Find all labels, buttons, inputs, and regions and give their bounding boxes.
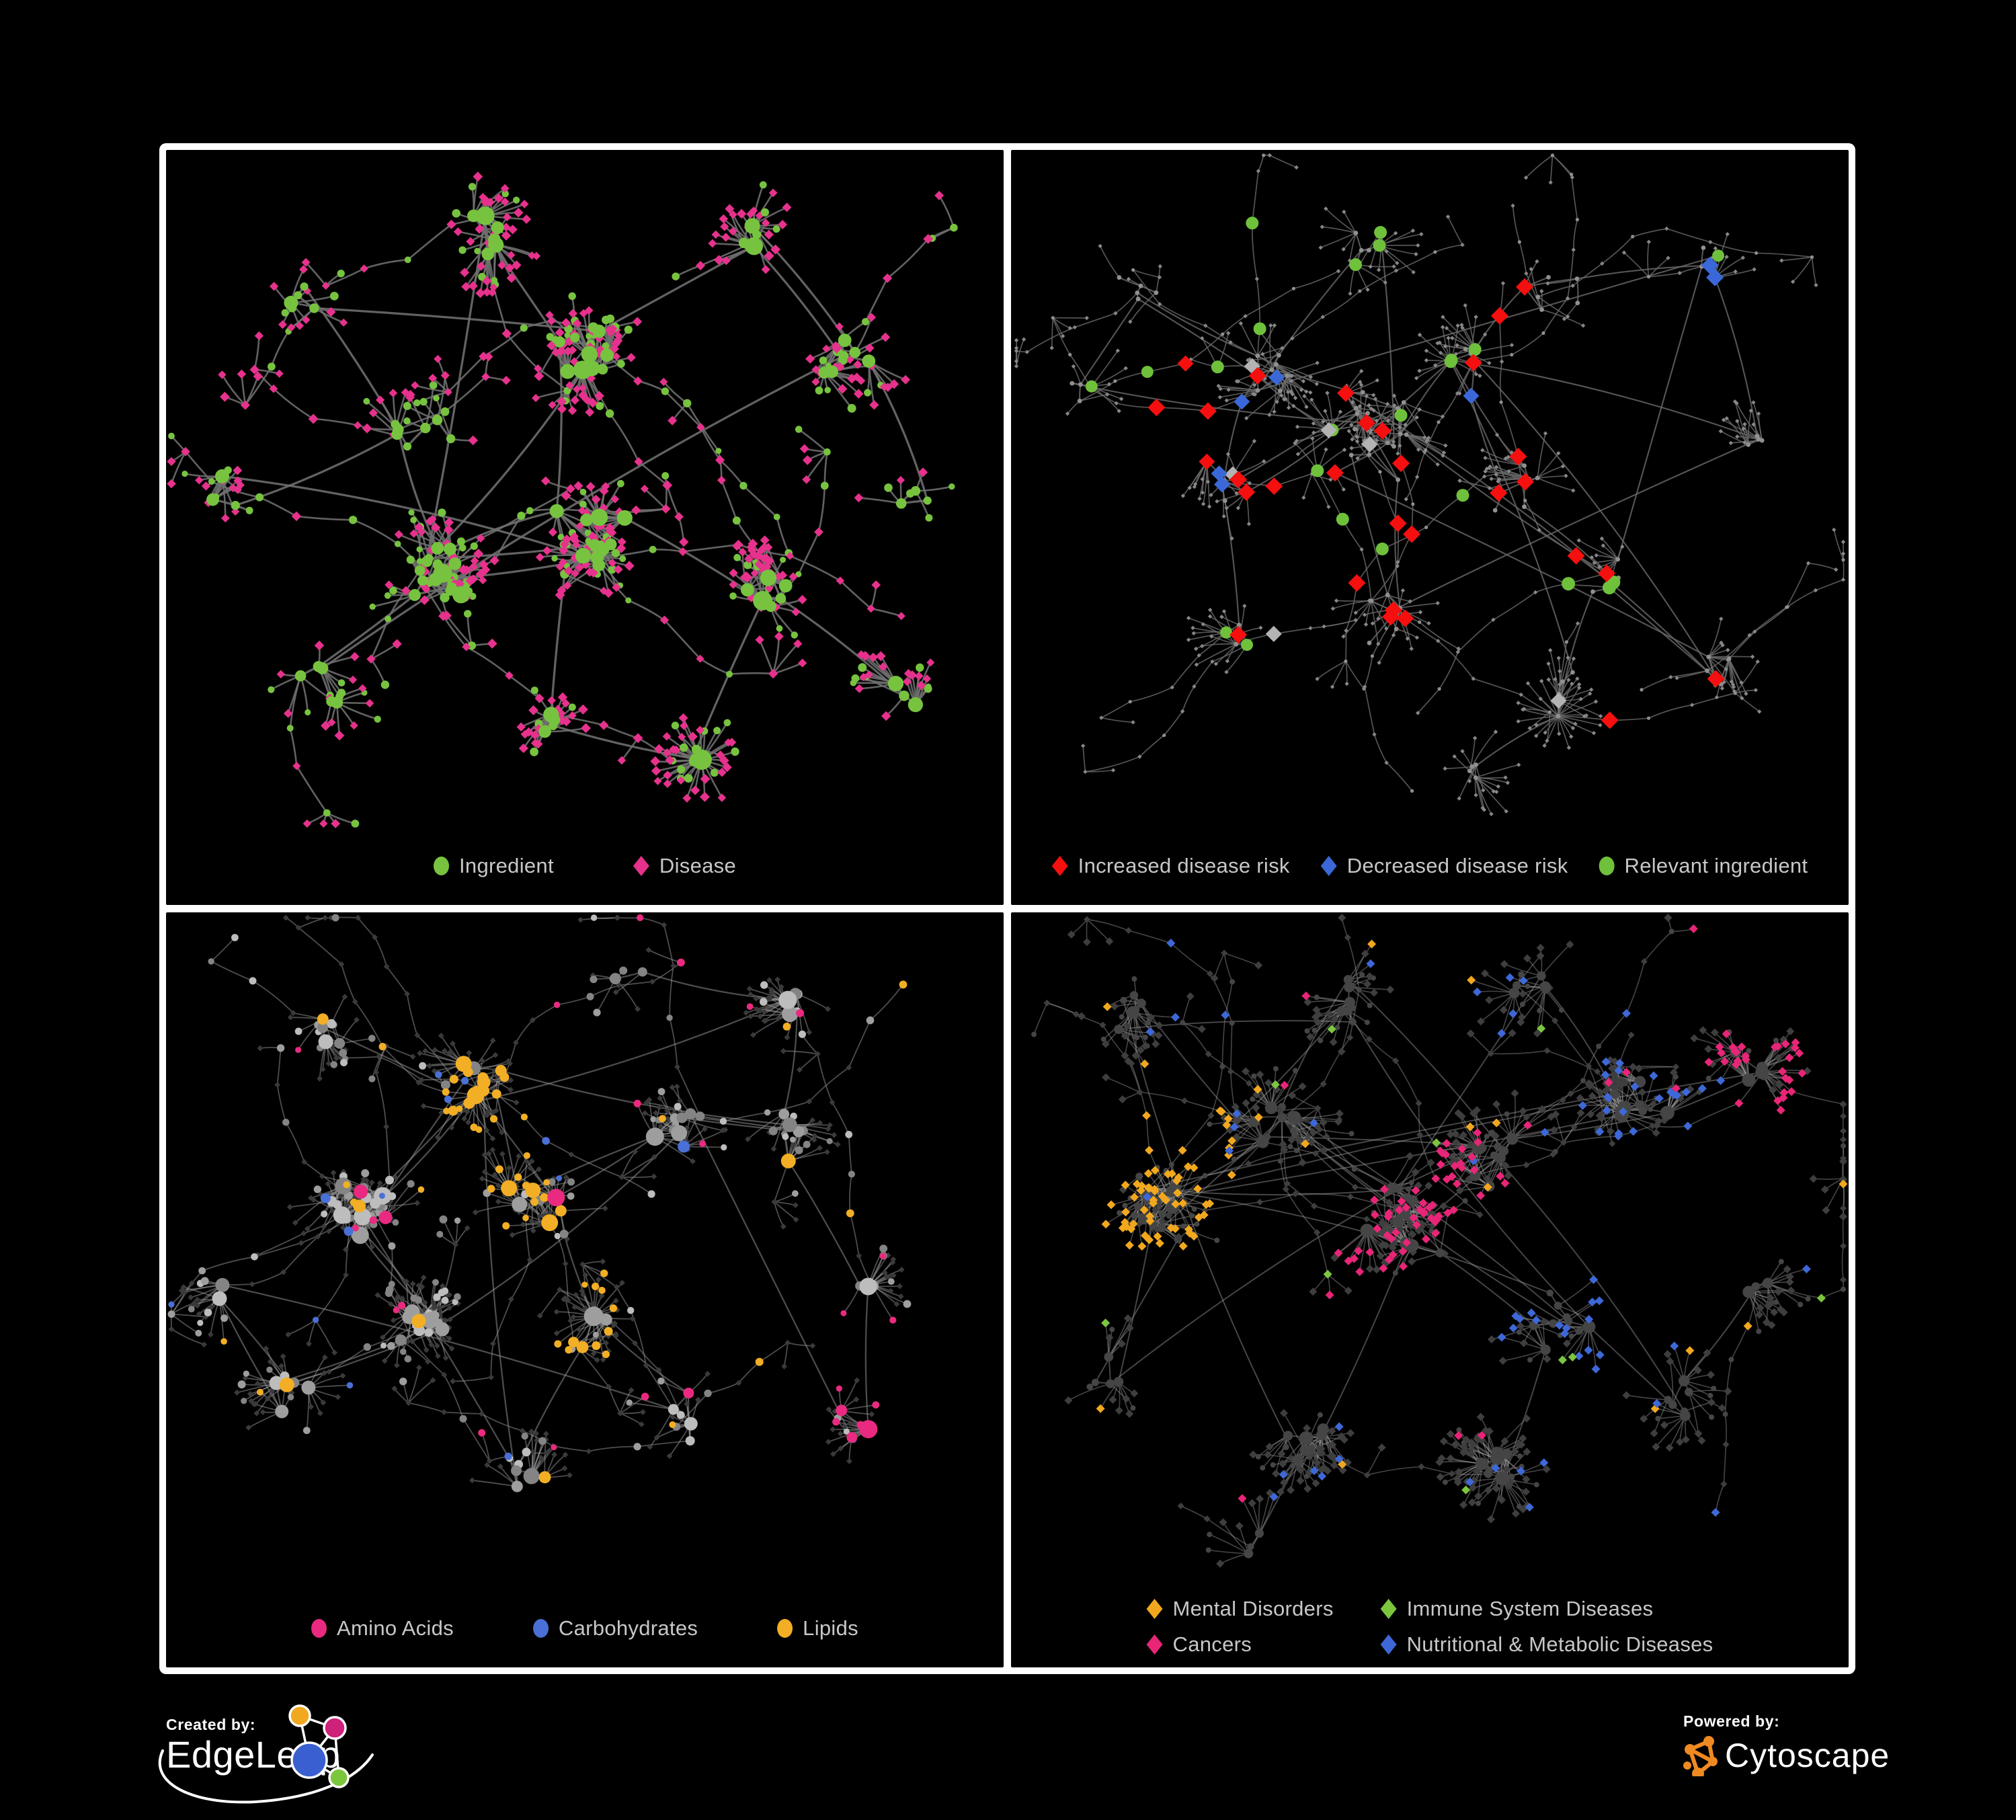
ingredient-disease-network-graph <box>167 171 958 828</box>
legend-label: Nutritional & Metabolic Diseases <box>1406 1632 1713 1656</box>
legend-label: Amino Acids <box>337 1616 454 1640</box>
legend-item: Cancers <box>1146 1632 1252 1657</box>
circle-marker <box>311 1619 327 1638</box>
legend-label: Mental Disorders <box>1172 1597 1334 1620</box>
panel-grid: Ingredient Disease Increased disease risk… <box>159 143 1855 1674</box>
cytoscape-logo-icon <box>1683 1736 1718 1776</box>
legend-label: Carbohydrates <box>558 1616 698 1640</box>
legend-item: Amino Acids <box>311 1616 454 1640</box>
legend-label: Lipids <box>803 1616 858 1640</box>
created-by-label: Created by: <box>166 1716 256 1733</box>
legend-item: Immune System Diseases <box>1380 1597 1654 1621</box>
legend-item: Ingredient <box>434 854 554 878</box>
legend-item: Decreased disease risk <box>1320 854 1568 878</box>
circle-marker <box>532 1619 549 1638</box>
ingredient-classes-network-graph <box>167 914 912 1493</box>
legend-item: Lipids <box>777 1616 858 1640</box>
legend-item: Mental Disorders <box>1146 1597 1334 1621</box>
legend-item: Nutritional & Metabolic Diseases <box>1380 1632 1713 1657</box>
legend-item: Relevant ingredient <box>1599 854 1808 878</box>
circle-marker <box>434 857 449 875</box>
powered-by-label: Powered by: <box>1683 1712 1780 1730</box>
cytoscape-logo-text: Cytoscape <box>1725 1737 1890 1774</box>
disease-classes-legend: Mental Disorders Immune System Diseases Ca… <box>1146 1597 1713 1657</box>
disease-risk-network-graph <box>1014 153 1846 816</box>
legend-label: Disease <box>659 854 736 877</box>
diamond-marker <box>1380 1634 1397 1655</box>
panel-disease-classes: Mental Disorders Immune System Diseases Ca… <box>1011 912 1849 1667</box>
edgeleap-swoosh <box>158 1749 374 1804</box>
legend-label: Immune System Diseases <box>1406 1597 1654 1620</box>
ingredient-classes-legend: Amino Acids Carbohydrates Lipids <box>311 1616 858 1640</box>
panel-ingredient-classes: Amino Acids Carbohydrates Lipids <box>166 912 1004 1667</box>
legend-item: Disease <box>633 854 736 878</box>
ingredient-disease-legend: Ingredient Disease <box>434 854 736 878</box>
diamond-marker <box>633 856 649 876</box>
legend-label: Ingredient <box>459 854 554 877</box>
legend-label: Relevant ingredient <box>1624 854 1808 877</box>
panel-ingredient-disease: Ingredient Disease <box>166 150 1004 905</box>
diamond-marker <box>1146 1634 1163 1655</box>
legend-label: Increased disease risk <box>1078 854 1290 877</box>
edgeleap-network-icon <box>288 1704 350 1788</box>
disease-risk-legend: Increased disease risk Decreased disease … <box>1051 854 1808 878</box>
diamond-marker <box>1146 1599 1163 1619</box>
disease-classes-network-graph <box>1031 914 1848 1568</box>
circle-marker <box>777 1619 793 1638</box>
diamond-marker <box>1051 856 1068 876</box>
legend-item: Increased disease risk <box>1051 854 1290 878</box>
panel-disease-risk: Increased disease risk Decreased disease … <box>1011 150 1849 905</box>
legend-item: Carbohydrates <box>532 1616 698 1640</box>
circle-marker <box>1599 857 1615 875</box>
legend-label: Cancers <box>1172 1632 1252 1656</box>
diamond-marker <box>1380 1599 1397 1619</box>
legend-label: Decreased disease risk <box>1346 854 1568 877</box>
diamond-marker <box>1320 856 1337 876</box>
